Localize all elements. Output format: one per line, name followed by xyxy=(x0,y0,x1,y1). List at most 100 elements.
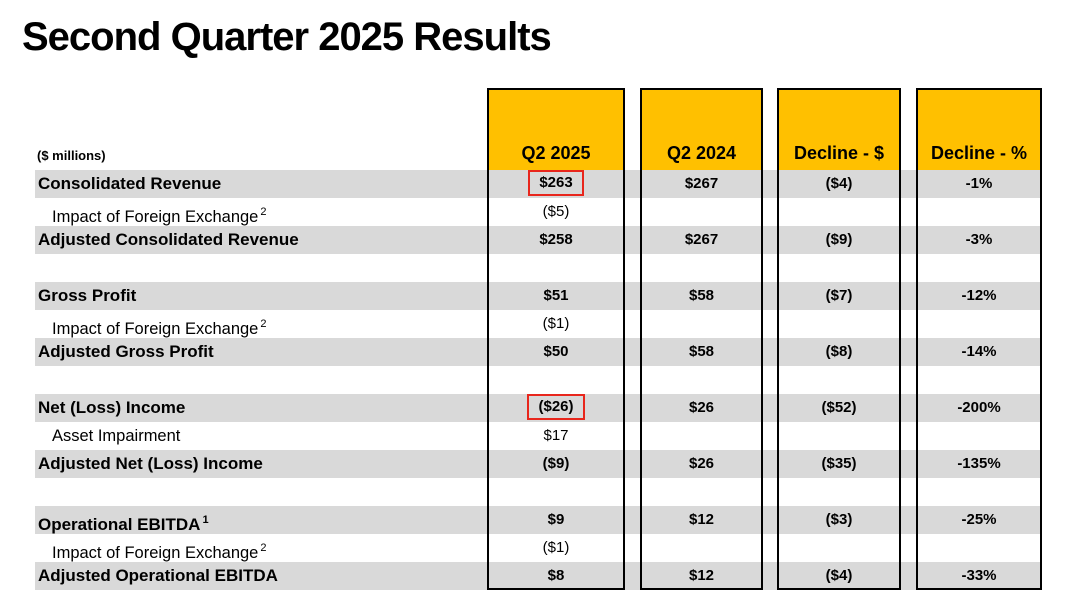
cell-value: ($52) xyxy=(821,399,857,416)
row-shade-band xyxy=(35,170,1042,198)
row-label: Impact of Foreign Exchange 2 xyxy=(52,206,267,226)
cell-value: -3% xyxy=(965,231,993,248)
column-header-q2-2024: Q2 2024 xyxy=(642,90,761,170)
highlight-box: ($26) xyxy=(527,394,585,421)
cell-value: -135% xyxy=(957,455,1001,472)
highlight-box: $263 xyxy=(528,170,584,197)
cell-value: $58 xyxy=(688,287,715,304)
cell-value: ($35) xyxy=(821,455,857,472)
cell-value: ($26) xyxy=(487,394,625,422)
cell-value: $8 xyxy=(547,567,565,584)
table-row: Operational EBITDA 1 $9 $12 ($3) -25% xyxy=(35,506,1042,534)
column-header-decline: Decline - $ xyxy=(779,90,899,170)
page-title: Second Quarter 2025 Results xyxy=(22,15,552,59)
row-label: Adjusted Gross Profit xyxy=(38,342,214,361)
cell-value xyxy=(916,198,1042,226)
cell-value: $263 xyxy=(487,170,625,198)
cell-value: -14% xyxy=(961,343,997,360)
cell-value: $267 xyxy=(684,175,719,192)
cell-value: -1% xyxy=(965,175,993,192)
footnote-marker: 2 xyxy=(260,318,267,330)
table-row: Impact of Foreign Exchange 2 ($5) xyxy=(35,198,1042,226)
cell-value: ($4) xyxy=(825,567,853,584)
column-header-q2-2025: Q2 2025 xyxy=(489,90,623,170)
row-label: Adjusted Net (Loss) Income xyxy=(38,454,263,473)
unit-label: ($ millions) xyxy=(37,148,106,163)
cell-value: ($8) xyxy=(825,343,853,360)
table-row: Net (Loss) Income ($26) $26 ($52) -200% xyxy=(35,394,1042,422)
cell-value: $26 xyxy=(688,455,715,472)
column-box-decline: Decline - % xyxy=(916,88,1042,590)
cell-value: $258 xyxy=(539,231,573,248)
footnote-marker: 1 xyxy=(202,514,209,526)
cell-value: $9 xyxy=(547,511,565,528)
cell-value: ($4) xyxy=(825,175,853,192)
cell-value: ($9) xyxy=(542,455,570,472)
row-label: Consolidated Revenue xyxy=(38,174,222,193)
cell-value xyxy=(916,310,1042,338)
row-shade-band xyxy=(35,338,1042,366)
cell-value xyxy=(640,310,763,338)
footnote-marker: 2 xyxy=(260,206,267,218)
table-row: Adjusted Gross Profit $50 $58 ($8) -14% xyxy=(35,338,1042,366)
column-box-q2-2025: Q2 2025 xyxy=(487,88,625,590)
cell-value xyxy=(640,534,763,562)
cell-value: ($3) xyxy=(825,511,853,528)
cell-value xyxy=(640,422,763,450)
cell-value: $58 xyxy=(688,343,715,360)
row-shade-band xyxy=(35,394,1042,422)
cell-value xyxy=(777,310,901,338)
column-header-decline: Decline - % xyxy=(918,90,1040,170)
row-shade-band xyxy=(35,226,1042,254)
cell-value: -12% xyxy=(961,287,997,304)
cell-value: $51 xyxy=(543,287,569,304)
cell-value: $50 xyxy=(543,343,569,360)
column-box-q2-2024: Q2 2024 xyxy=(640,88,763,590)
spacer-row xyxy=(35,478,1042,506)
row-shade-band xyxy=(35,506,1042,534)
row-shade-band xyxy=(35,450,1042,478)
cell-value xyxy=(777,534,901,562)
cell-value xyxy=(777,198,901,226)
spacer-row xyxy=(35,366,1042,394)
table-row: Impact of Foreign Exchange 2 ($1) xyxy=(35,310,1042,338)
row-label: Net (Loss) Income xyxy=(38,398,186,417)
cell-value: $26 xyxy=(688,399,715,416)
cell-value xyxy=(916,422,1042,450)
cell-value: -33% xyxy=(961,567,997,584)
cell-value xyxy=(777,422,901,450)
cell-value xyxy=(640,198,763,226)
cell-value: ($1) xyxy=(542,315,570,332)
row-shade-band xyxy=(35,282,1042,310)
cell-value: ($1) xyxy=(542,539,570,556)
cell-value: ($5) xyxy=(542,203,570,220)
table-row: Adjusted Consolidated Revenue $258 $267 ($9… xyxy=(35,226,1042,254)
table-row: Adjusted Operational EBITDA $8 $12 ($4) -33% xyxy=(35,562,1042,590)
cell-value: $17 xyxy=(543,427,569,444)
row-label: Asset Impairment xyxy=(52,427,181,445)
cell-value: -200% xyxy=(957,399,1001,416)
row-label: Impact of Foreign Exchange 2 xyxy=(52,318,267,338)
results-table: Q2 2025 Q2 2024 Decline - $ Decline - % Con… xyxy=(35,88,1042,590)
spacer-row xyxy=(35,254,1042,282)
row-label: Gross Profit xyxy=(38,286,137,305)
cell-value: ($7) xyxy=(825,287,853,304)
row-label: Operational EBITDA 1 xyxy=(38,514,209,534)
row-label: Adjusted Consolidated Revenue xyxy=(38,230,299,249)
row-label: Adjusted Operational EBITDA xyxy=(38,566,278,585)
cell-value: $12 xyxy=(688,511,715,528)
footnote-marker: 2 xyxy=(260,542,267,554)
row-shade-band xyxy=(35,562,1042,590)
table-row: Asset Impairment $17 xyxy=(35,422,1042,450)
table-row: Gross Profit $51 $58 ($7) -12% xyxy=(35,282,1042,310)
cell-value: -25% xyxy=(961,511,997,528)
table-row: Impact of Foreign Exchange 2 ($1) xyxy=(35,534,1042,562)
column-box-decline: Decline - $ xyxy=(777,88,901,590)
cell-value: $12 xyxy=(688,567,715,584)
row-label: Impact of Foreign Exchange 2 xyxy=(52,542,267,562)
table-row: Adjusted Net (Loss) Income ($9) $26 ($35) -1… xyxy=(35,450,1042,478)
table-row: Consolidated Revenue $263 $267 ($4) -1% xyxy=(35,170,1042,198)
cell-value xyxy=(916,534,1042,562)
cell-value: ($9) xyxy=(825,231,853,248)
